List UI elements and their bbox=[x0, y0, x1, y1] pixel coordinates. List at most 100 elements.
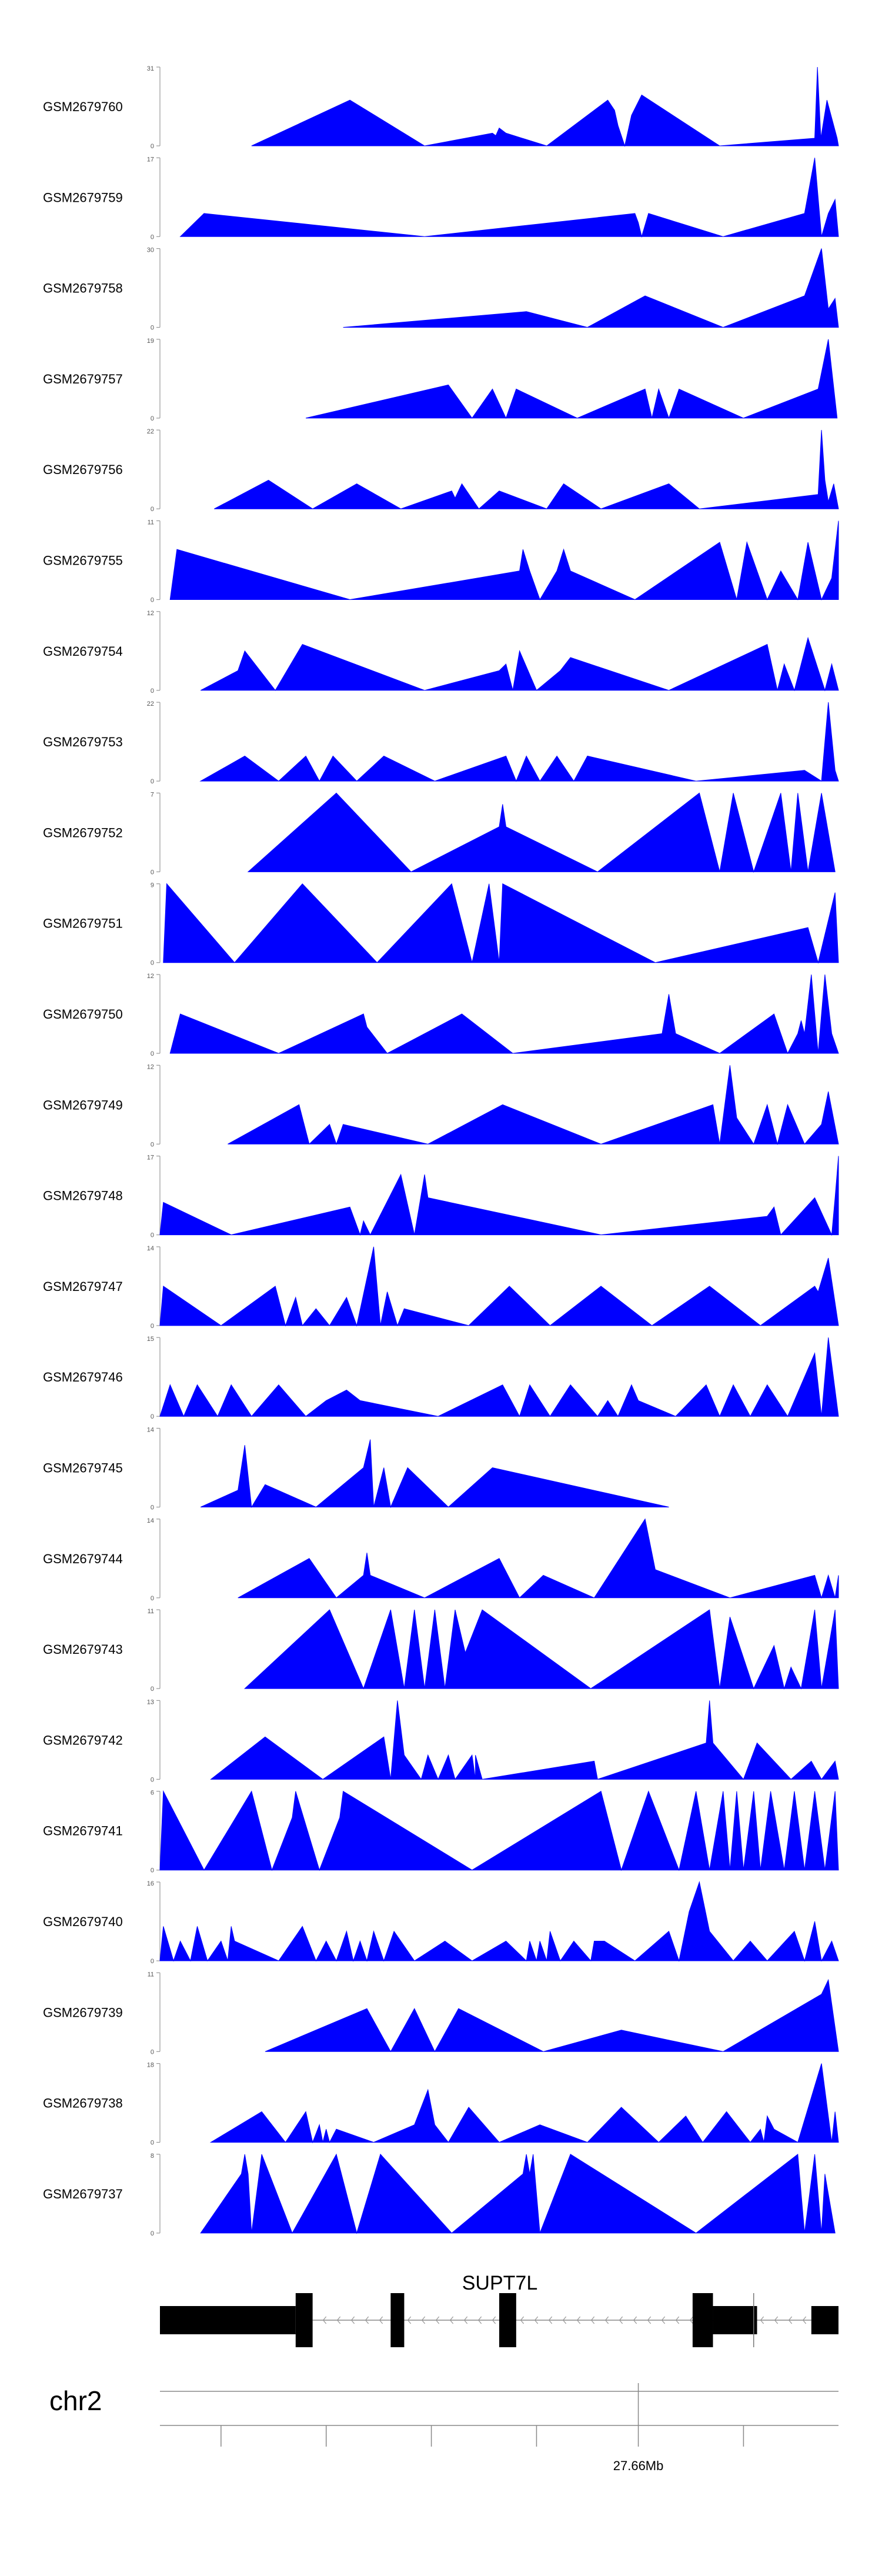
strand-arrow-icon bbox=[689, 2316, 694, 2324]
coverage-area bbox=[169, 974, 839, 1055]
track-min-label: 0 bbox=[151, 597, 154, 604]
coverage-area bbox=[159, 1246, 839, 1327]
gene-exon bbox=[692, 2293, 713, 2347]
coverage-area bbox=[247, 792, 836, 873]
track-min-label: 0 bbox=[151, 143, 154, 150]
track-label: GSM2679739 bbox=[43, 2005, 123, 2020]
gene-exon bbox=[811, 2306, 838, 2334]
track-min-label: 0 bbox=[151, 1504, 154, 1511]
track-min-label: 0 bbox=[151, 1595, 154, 1602]
track-max-label: 22 bbox=[147, 428, 154, 435]
track-label: GSM2679746 bbox=[43, 1370, 123, 1384]
track-label: GSM2679738 bbox=[43, 2096, 123, 2111]
coverage-area bbox=[343, 248, 839, 328]
track-label: GSM2679753 bbox=[43, 735, 123, 749]
coverage-area bbox=[209, 2063, 839, 2144]
track-min-label: 0 bbox=[151, 1323, 154, 1330]
track-min-label: 0 bbox=[151, 2048, 154, 2056]
track-max-label: 11 bbox=[148, 519, 154, 526]
strand-arrow-icon bbox=[576, 2316, 581, 2324]
chromosome-axis: chr2 27.66Mb bbox=[49, 2383, 838, 2473]
track-max-label: 14 bbox=[147, 1427, 154, 1434]
track-min-label: 0 bbox=[151, 960, 154, 967]
track-GSM2679737: GSM2679737 8 0 bbox=[43, 2153, 836, 2237]
track-GSM2679753: GSM2679753 22 0 bbox=[43, 700, 839, 785]
track-GSM2679744: GSM2679744 14 0 bbox=[43, 1517, 839, 1602]
track-max-label: 30 bbox=[147, 247, 154, 254]
coverage-area bbox=[159, 1790, 839, 1871]
strand-arrow-icon bbox=[407, 2316, 412, 2324]
strand-arrow-icon bbox=[562, 2316, 567, 2324]
track-min-label: 0 bbox=[151, 2230, 154, 2237]
track-GSM2679742: GSM2679742 13 0 bbox=[43, 1699, 839, 1783]
coverage-area bbox=[210, 1700, 839, 1780]
track-max-label: 11 bbox=[148, 1971, 154, 1978]
coverage-area bbox=[200, 2153, 836, 2234]
track-min-label: 0 bbox=[151, 415, 154, 422]
strand-arrow-icon bbox=[675, 2316, 680, 2324]
strand-arrow-icon bbox=[336, 2316, 341, 2324]
track-min-label: 0 bbox=[151, 325, 154, 332]
track-min-label: 0 bbox=[151, 1776, 154, 1783]
track-label: GSM2679755 bbox=[43, 553, 123, 568]
track-GSM2679740: GSM2679740 16 0 bbox=[43, 1880, 839, 1965]
track-label: GSM2679742 bbox=[43, 1733, 123, 1747]
track-max-label: 9 bbox=[151, 882, 154, 889]
coverage-area bbox=[159, 1156, 839, 1236]
strand-arrow-icon bbox=[365, 2316, 369, 2324]
track-GSM2679745: GSM2679745 14 0 bbox=[43, 1427, 669, 1511]
coverage-area bbox=[163, 883, 839, 964]
track-label: GSM2679750 bbox=[43, 1007, 123, 1022]
track-label: GSM2679744 bbox=[43, 1551, 123, 1566]
track-label: GSM2679747 bbox=[43, 1279, 123, 1294]
track-label: GSM2679759 bbox=[43, 190, 123, 205]
strand-arrow-icon bbox=[492, 2316, 496, 2324]
strand-arrow-icon bbox=[633, 2316, 637, 2324]
track-max-label: 11 bbox=[148, 1608, 154, 1615]
track-max-label: 7 bbox=[151, 791, 154, 798]
track-GSM2679757: GSM2679757 19 0 bbox=[43, 338, 838, 422]
track-max-label: 17 bbox=[147, 1154, 154, 1162]
track-max-label: 13 bbox=[147, 1699, 154, 1706]
strand-arrow-icon bbox=[520, 2316, 524, 2324]
gene-exon bbox=[295, 2293, 313, 2347]
strand-arrow-icon bbox=[350, 2316, 355, 2324]
track-GSM2679748: GSM2679748 17 0 bbox=[43, 1154, 839, 1239]
track-label: GSM2679757 bbox=[43, 372, 123, 386]
coverage-tracks: GSM2679760310GSM2679759170GSM2679758300G… bbox=[43, 65, 839, 2237]
strand-arrow-icon bbox=[661, 2316, 666, 2324]
gene-exon bbox=[390, 2293, 405, 2347]
strand-arrow-icon bbox=[548, 2316, 553, 2324]
track-GSM2679755: GSM2679755 11 0 bbox=[43, 519, 839, 604]
track-label: GSM2679752 bbox=[43, 825, 123, 840]
track-max-label: 14 bbox=[147, 1245, 154, 1252]
coverage-area bbox=[159, 1881, 839, 1962]
track-min-label: 0 bbox=[151, 1050, 154, 1057]
gene-annotation: SUPT7L bbox=[160, 2272, 838, 2347]
coverage-area bbox=[159, 1337, 839, 1417]
track-min-label: 0 bbox=[151, 778, 154, 785]
strand-arrow-icon bbox=[322, 2316, 327, 2324]
strand-arrow-icon bbox=[449, 2316, 454, 2324]
track-GSM2679759: GSM2679759 17 0 bbox=[43, 156, 839, 241]
track-min-label: 0 bbox=[151, 233, 154, 241]
track-max-label: 19 bbox=[147, 338, 154, 345]
chromosome-name: chr2 bbox=[49, 2385, 102, 2416]
track-label: GSM2679740 bbox=[43, 1914, 123, 1929]
track-GSM2679741: GSM2679741 6 0 bbox=[43, 1790, 839, 1874]
coverage-area bbox=[200, 636, 839, 692]
track-label: GSM2679745 bbox=[43, 1461, 123, 1476]
track-GSM2679758: GSM2679758 30 0 bbox=[43, 247, 839, 332]
track-GSM2679738: GSM2679738 18 0 bbox=[43, 2062, 839, 2147]
chromosome-tick-label: 27.66Mb bbox=[613, 2458, 664, 2473]
track-label: GSM2679751 bbox=[43, 916, 123, 931]
track-label: GSM2679743 bbox=[43, 1642, 123, 1657]
strand-arrow-icon bbox=[534, 2316, 539, 2324]
track-min-label: 0 bbox=[151, 2140, 154, 2147]
track-label: GSM2679741 bbox=[43, 1824, 123, 1838]
strand-arrow-icon bbox=[619, 2316, 623, 2324]
coverage-area bbox=[179, 158, 839, 238]
strand-arrow-icon bbox=[421, 2316, 426, 2324]
track-label: GSM2679760 bbox=[43, 99, 123, 114]
track-label: GSM2679749 bbox=[43, 1097, 123, 1112]
